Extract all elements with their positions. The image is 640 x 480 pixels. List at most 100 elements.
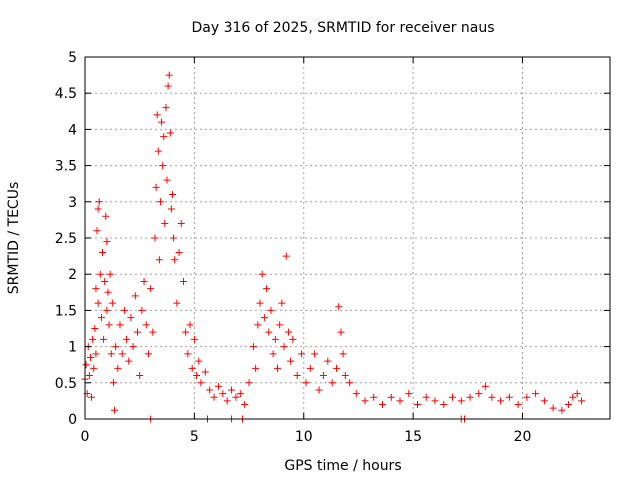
data-point xyxy=(155,256,163,264)
data-point xyxy=(91,325,99,332)
data-point xyxy=(195,357,203,365)
grid-lines xyxy=(85,57,610,419)
data-point xyxy=(431,397,439,405)
data-point xyxy=(280,343,288,351)
data-point xyxy=(147,285,155,293)
data-point xyxy=(153,111,161,119)
data-point xyxy=(315,386,323,394)
data-point xyxy=(140,277,148,285)
data-point xyxy=(114,364,122,372)
data-point xyxy=(379,401,386,409)
data-point xyxy=(167,205,175,213)
data-point xyxy=(120,306,128,314)
data-point xyxy=(298,350,306,358)
data-point xyxy=(164,82,172,90)
data-point xyxy=(278,299,286,307)
data-point xyxy=(311,350,319,358)
data-point xyxy=(169,191,176,199)
data-point xyxy=(267,306,275,314)
data-point xyxy=(306,364,314,372)
data-point xyxy=(346,379,354,387)
chart-title: Day 316 of 2025, SRMTID for receiver nau… xyxy=(191,20,494,36)
y-axis-label: SRMTID / TECUs xyxy=(6,182,22,295)
data-point xyxy=(337,328,345,336)
data-point xyxy=(475,390,483,398)
data-point xyxy=(328,379,336,387)
data-point xyxy=(166,129,174,137)
data-point xyxy=(92,350,100,358)
data-point xyxy=(97,314,105,322)
data-point xyxy=(252,364,260,372)
data-point xyxy=(136,372,144,380)
data-point xyxy=(333,364,341,372)
data-point xyxy=(540,397,548,405)
data-point xyxy=(249,343,257,351)
data-point xyxy=(102,212,110,220)
data-point xyxy=(105,321,113,329)
data-point xyxy=(352,390,360,398)
data-points xyxy=(81,71,586,423)
data-point xyxy=(95,198,103,206)
data-point xyxy=(361,397,369,405)
data-point xyxy=(142,321,150,329)
data-point xyxy=(573,390,581,398)
y-tick-label: 4.5 xyxy=(55,86,77,102)
data-point xyxy=(319,372,327,380)
x-tick-label: 10 xyxy=(295,429,313,445)
data-point xyxy=(210,393,218,401)
data-point xyxy=(160,133,168,141)
data-point xyxy=(284,328,292,336)
data-point xyxy=(265,328,273,336)
data-point xyxy=(123,335,131,343)
data-point xyxy=(94,299,102,307)
data-point xyxy=(302,379,310,387)
data-point xyxy=(274,364,281,372)
data-point xyxy=(165,71,173,79)
data-point xyxy=(396,397,404,405)
data-point xyxy=(156,198,164,206)
data-point xyxy=(271,335,279,343)
x-tick-label: 5 xyxy=(190,429,199,445)
data-point xyxy=(149,328,157,336)
data-point xyxy=(440,401,448,409)
data-point xyxy=(339,350,347,358)
data-point xyxy=(186,321,194,329)
data-point xyxy=(90,364,98,372)
y-tick-label: 3 xyxy=(68,195,77,211)
data-point xyxy=(287,357,295,365)
data-point xyxy=(335,303,343,311)
data-point xyxy=(258,270,266,278)
x-tick-label: 0 xyxy=(81,429,90,445)
data-point xyxy=(564,401,572,409)
data-point xyxy=(269,350,277,358)
y-tick-label: 1 xyxy=(68,340,77,356)
y-tick-label: 1.5 xyxy=(55,303,77,319)
data-point xyxy=(131,292,139,300)
data-point xyxy=(289,335,297,343)
data-point xyxy=(127,314,135,322)
data-point xyxy=(82,361,90,369)
data-point xyxy=(154,147,162,155)
data-point xyxy=(282,252,290,260)
data-point xyxy=(260,314,268,322)
data-point xyxy=(201,368,209,376)
data-point xyxy=(276,321,284,329)
data-point xyxy=(228,386,236,394)
data-point xyxy=(144,350,152,358)
data-point xyxy=(532,390,540,398)
data-point xyxy=(219,390,227,398)
y-tick-label: 4 xyxy=(68,122,77,138)
data-point xyxy=(256,299,264,307)
data-point xyxy=(88,393,96,401)
x-tick-label: 20 xyxy=(514,429,532,445)
x-axis-label: GPS time / hours xyxy=(284,458,401,474)
y-tick-label: 3.5 xyxy=(55,159,77,175)
data-point xyxy=(422,393,430,401)
data-point xyxy=(523,393,531,401)
data-point xyxy=(134,328,141,336)
data-point xyxy=(223,397,231,405)
data-point xyxy=(324,357,332,365)
data-point xyxy=(173,299,181,307)
data-point xyxy=(99,248,106,256)
data-point xyxy=(159,162,167,170)
